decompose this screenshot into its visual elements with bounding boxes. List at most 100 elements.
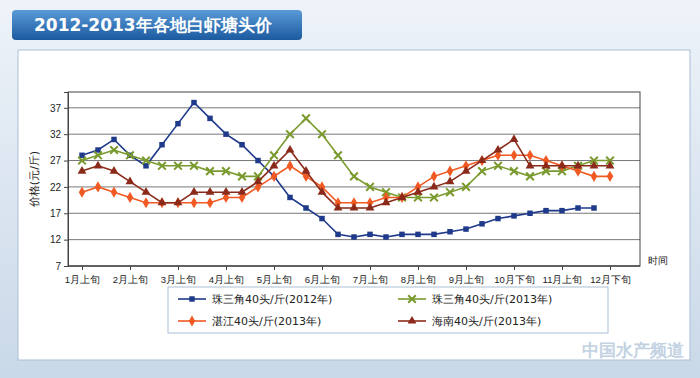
point — [559, 208, 564, 213]
point — [607, 171, 613, 182]
x-tick-mark — [130, 266, 131, 270]
legend-item: 珠三角40头/斤(2012年) — [178, 293, 332, 306]
point — [110, 166, 119, 174]
point — [446, 177, 455, 185]
point — [286, 145, 295, 153]
point — [350, 203, 359, 211]
grid-line — [68, 134, 640, 135]
point — [111, 187, 117, 198]
point — [95, 181, 101, 192]
point — [79, 187, 85, 198]
x-tick: 3月上旬 — [161, 266, 196, 285]
point — [446, 188, 454, 196]
x-tick-mark — [466, 266, 467, 270]
point — [207, 116, 212, 121]
point — [271, 171, 277, 182]
legend-item: 海南40头/斤(2013年) — [398, 315, 541, 328]
x-tick: 7月上旬 — [353, 266, 388, 285]
point — [238, 187, 247, 195]
y-tick-label: 17 — [50, 208, 62, 219]
point — [126, 177, 135, 185]
legend-label: 湛江40头/斤(2013年) — [212, 315, 321, 328]
point — [478, 155, 487, 163]
point — [382, 198, 391, 206]
point — [239, 142, 244, 147]
point — [191, 197, 197, 208]
x-tick-mark — [514, 266, 515, 270]
point — [287, 195, 292, 200]
legend-marker — [189, 315, 195, 326]
series-line — [82, 155, 610, 202]
legend-label: 珠三角40头/斤(2012年) — [212, 293, 332, 306]
point — [110, 146, 118, 154]
y-tick-mark — [64, 266, 68, 267]
grid-line — [68, 266, 640, 267]
point — [287, 160, 293, 171]
point — [319, 216, 324, 221]
y-tick-label: 22 — [50, 182, 62, 193]
point — [415, 232, 420, 237]
point — [191, 100, 196, 105]
series-line — [82, 118, 610, 197]
x-tick-label: 11月上旬 — [543, 274, 583, 285]
point — [383, 234, 388, 239]
x-tick: 5月上旬 — [257, 266, 292, 285]
y-tick-mark — [64, 161, 68, 162]
legend-marker — [189, 296, 194, 301]
chart: 2012-2013年各地白虾塘头价71217222732371月上旬2月上旬3月… — [0, 0, 700, 378]
point — [478, 167, 486, 175]
point — [430, 182, 439, 190]
point — [207, 197, 213, 208]
y-tick-mark — [64, 187, 68, 188]
point — [527, 150, 533, 161]
x-tick-mark — [562, 266, 563, 270]
point — [142, 187, 151, 195]
x-tick-label: 10月下旬 — [494, 274, 535, 285]
point — [94, 161, 103, 169]
y-tick: 17 — [50, 208, 68, 219]
background — [0, 0, 700, 378]
legend-marker — [408, 295, 416, 303]
point — [542, 161, 551, 169]
legend-label: 海南40头/斤(2013年) — [432, 315, 541, 328]
point — [143, 197, 149, 208]
y-axis-line — [64, 93, 69, 267]
point — [606, 161, 615, 169]
point — [494, 162, 502, 170]
x-tick-mark — [370, 266, 371, 270]
point — [303, 205, 308, 210]
point — [591, 205, 596, 210]
point — [334, 203, 343, 211]
y-tick-label: 37 — [50, 103, 62, 114]
point — [399, 232, 404, 237]
point — [351, 234, 356, 239]
point — [270, 151, 278, 159]
x-tick-label: 1月上旬 — [65, 274, 100, 285]
y-tick: 27 — [50, 155, 68, 166]
point — [206, 187, 215, 195]
x-tick-label: 3月上旬 — [161, 274, 196, 285]
x-tick-label: 5月上旬 — [257, 274, 292, 285]
point — [350, 173, 358, 181]
point — [366, 183, 374, 191]
point — [222, 187, 231, 195]
x-tick-label: 6月上旬 — [305, 274, 340, 285]
y-tick-mark — [64, 108, 68, 109]
x-tick: 2月上旬 — [113, 266, 148, 285]
point — [174, 162, 182, 170]
point — [318, 130, 326, 138]
point — [190, 187, 199, 195]
grid — [68, 108, 640, 266]
point — [127, 192, 133, 203]
point — [302, 115, 310, 123]
title: 2012-2013年各地白虾塘头价 — [34, 15, 273, 35]
series-markers — [79, 150, 613, 209]
x-tick: 1月上旬 — [65, 266, 100, 285]
legend-label: 珠三角40头/斤(2013年) — [432, 293, 552, 306]
x-tick: 9月上旬 — [449, 266, 484, 285]
grid-line — [68, 186, 640, 187]
x-tick-mark — [418, 266, 419, 270]
point — [79, 153, 84, 158]
point — [334, 151, 342, 159]
y-tick: 22 — [50, 182, 68, 193]
